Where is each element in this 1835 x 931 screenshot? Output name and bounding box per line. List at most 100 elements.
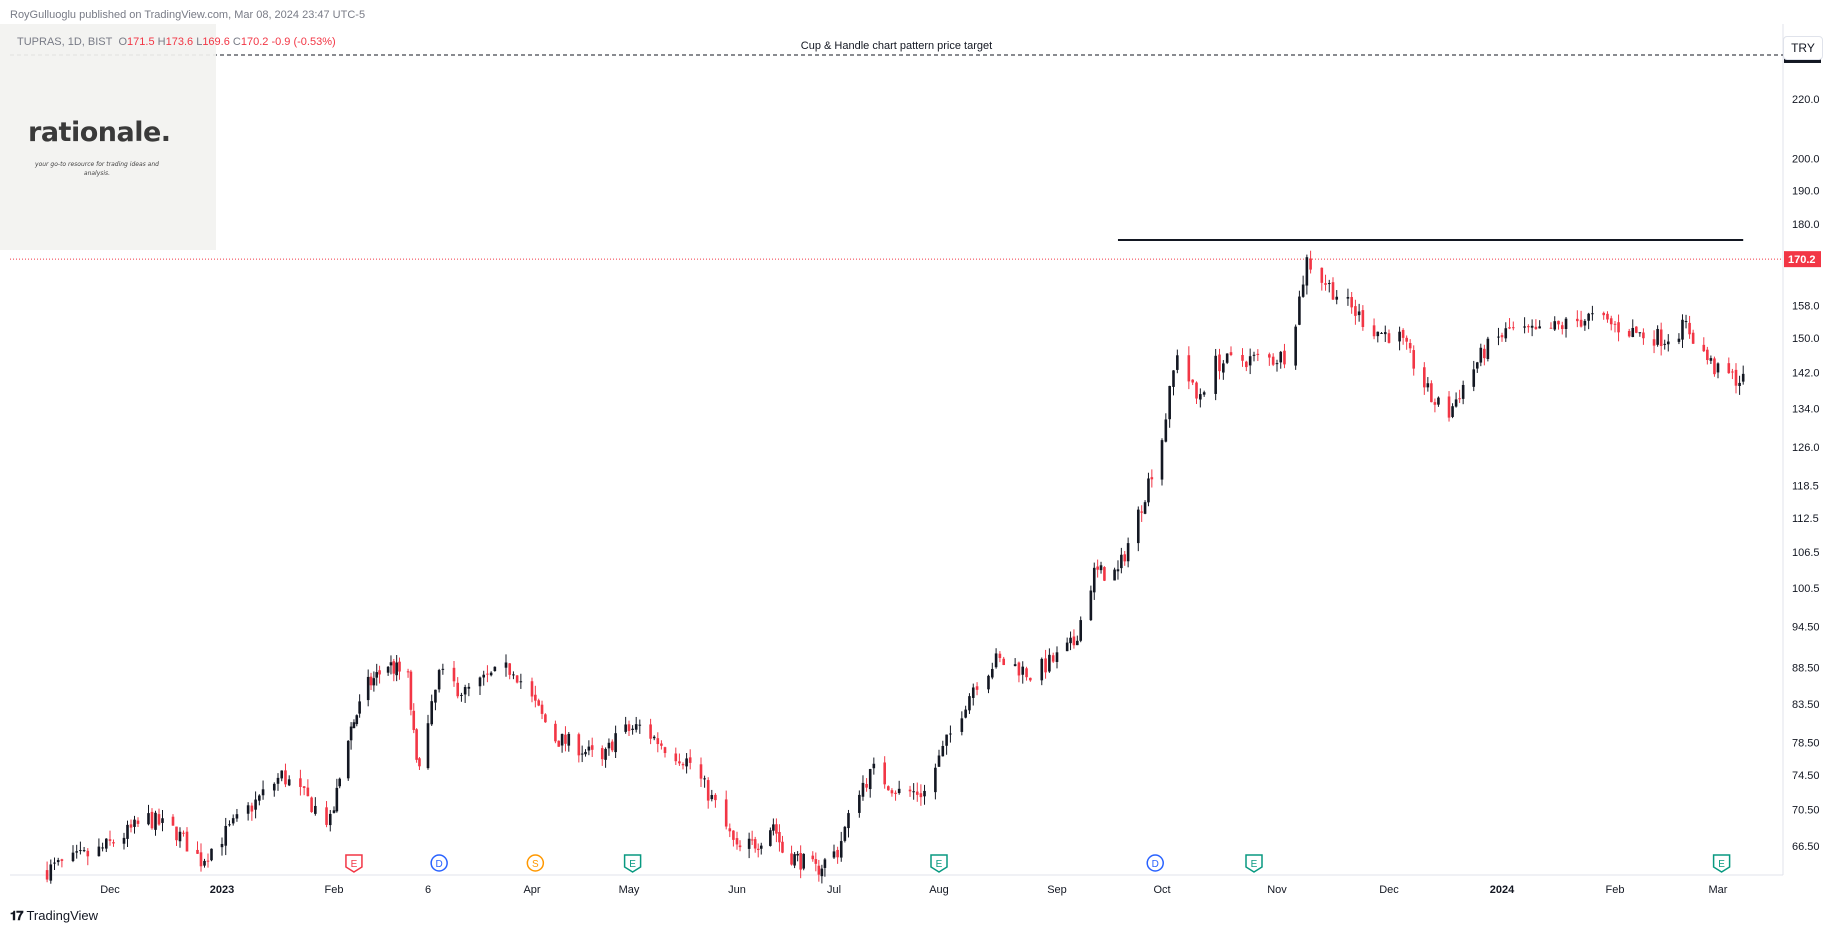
candle-body xyxy=(1372,325,1376,337)
candle-body xyxy=(560,733,564,746)
candle-body xyxy=(1123,554,1127,562)
candle-body xyxy=(756,848,760,851)
candle-body xyxy=(1405,337,1408,342)
logo-text: rationale. xyxy=(28,117,171,148)
candle-body xyxy=(1283,350,1286,365)
candle-body xyxy=(1245,361,1248,368)
candle-body xyxy=(1606,313,1609,320)
candle-body xyxy=(1716,363,1720,373)
candle-body xyxy=(1275,363,1279,365)
candle-body xyxy=(508,663,512,675)
candle-body xyxy=(1500,335,1504,338)
candle-body xyxy=(638,724,642,726)
candle-body xyxy=(49,864,53,881)
candle-body xyxy=(1681,319,1684,340)
candle-body xyxy=(328,813,332,826)
candle-body xyxy=(126,824,129,839)
candle-body xyxy=(587,746,591,751)
candle-body xyxy=(649,724,652,739)
candle-body xyxy=(325,807,328,825)
candle-body xyxy=(1523,326,1526,328)
candle-body xyxy=(858,794,861,813)
candle-body xyxy=(82,850,86,852)
x-tick-label: Jun xyxy=(728,884,746,896)
candle-body xyxy=(452,667,456,682)
candle-body xyxy=(710,795,714,800)
candle-body xyxy=(1048,654,1051,672)
candle-body xyxy=(1677,338,1681,342)
candle-body xyxy=(1305,257,1309,286)
candle-body xyxy=(564,734,567,744)
candle-body xyxy=(811,855,815,860)
candle-body xyxy=(706,780,710,801)
candle-body xyxy=(1191,379,1194,383)
candle-body xyxy=(1423,367,1426,388)
event-marker-label: E xyxy=(936,859,943,870)
candle-body xyxy=(482,674,486,678)
candle-body xyxy=(1092,567,1096,593)
candle-body xyxy=(781,841,784,853)
candle-body xyxy=(817,865,821,875)
y-tick-label: 180.0 xyxy=(1792,219,1820,231)
candle-body xyxy=(1408,342,1412,349)
event-marker-label: E xyxy=(1718,859,1725,870)
event-marker-label: S xyxy=(532,859,539,870)
candle-body xyxy=(1143,502,1147,514)
candle-body xyxy=(732,830,735,840)
x-tick-label: Aug xyxy=(929,884,949,896)
candle-body xyxy=(1557,320,1560,325)
candle-body xyxy=(199,852,203,867)
candle-body xyxy=(512,674,515,676)
candle-body xyxy=(1225,353,1229,363)
candle-body xyxy=(614,733,617,753)
candle-body xyxy=(56,860,60,863)
candle-body xyxy=(1164,419,1168,442)
candle-body xyxy=(358,701,361,714)
candle-body xyxy=(1564,318,1568,329)
event-marker-earnings[interactable] xyxy=(1712,854,1731,873)
candle-body xyxy=(796,853,799,856)
x-tick-label: May xyxy=(619,884,640,896)
candle-body xyxy=(378,670,381,675)
candle-body xyxy=(284,770,287,785)
candle-body xyxy=(631,728,634,730)
last-price-tag-label: 170.2 xyxy=(1788,254,1816,266)
x-tick-label: Nov xyxy=(1267,884,1287,896)
candle-body xyxy=(839,841,843,858)
candle-body xyxy=(868,769,872,790)
candle-body xyxy=(1350,297,1353,308)
symbol-name[interactable]: TUPRAS, 1D, BIST xyxy=(17,36,113,48)
currency-selector[interactable]: TRY xyxy=(1783,36,1823,60)
candle-body xyxy=(1401,329,1405,338)
y-tick-label: 83.50 xyxy=(1792,699,1820,711)
candle-body xyxy=(1713,358,1716,375)
event-marker-split[interactable] xyxy=(526,854,545,872)
event-marker-earnings[interactable] xyxy=(623,854,642,873)
candle-body xyxy=(261,789,265,796)
candle-body xyxy=(1072,636,1076,646)
open-label: O xyxy=(118,36,128,48)
candle-body xyxy=(1279,351,1283,363)
candle-body xyxy=(60,859,64,861)
close-label: C xyxy=(232,36,241,48)
candle-body xyxy=(406,671,410,673)
candle-body xyxy=(915,791,919,795)
candle-body xyxy=(338,778,341,787)
candle-body xyxy=(1583,320,1587,326)
candle-body xyxy=(897,788,901,794)
event-marker-dividend[interactable] xyxy=(1146,854,1164,872)
candle-body xyxy=(426,723,430,769)
candle-body xyxy=(386,666,390,673)
event-marker-earnings-red[interactable] xyxy=(345,854,363,873)
candle-body xyxy=(1327,283,1331,285)
event-marker-earnings[interactable] xyxy=(930,854,948,873)
candle-body xyxy=(1222,363,1225,373)
candle-body xyxy=(1659,329,1663,347)
candle-body xyxy=(1147,478,1150,503)
low-value: 169.6 xyxy=(202,36,230,48)
candle-body xyxy=(1040,658,1044,681)
candle-body xyxy=(150,811,154,829)
event-marker-earnings[interactable] xyxy=(1245,854,1263,873)
event-marker-dividend[interactable] xyxy=(430,854,448,872)
